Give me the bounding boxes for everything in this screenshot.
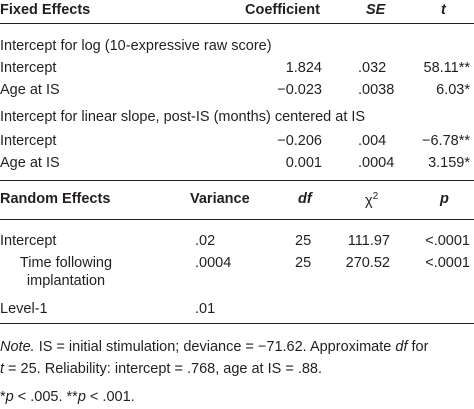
note: Note. IS = initial stimulation; deviance…: [0, 336, 474, 380]
footnote-text: p: [5, 389, 14, 405]
cell: 6.03*: [436, 82, 470, 98]
row-label: Intercept: [0, 60, 57, 76]
cell: .0004: [195, 255, 232, 271]
header-cell: p: [440, 191, 449, 207]
note-text: Note.: [0, 339, 35, 355]
chi-symbol: χ: [365, 192, 373, 209]
note-text: for: [407, 339, 429, 355]
cell: 58.11**: [423, 60, 471, 76]
cell: .0038: [358, 82, 395, 98]
row-label: Age at IS: [0, 82, 60, 98]
footnote: *p < .005. **p < .001.: [0, 388, 135, 406]
cell: .01: [195, 301, 216, 317]
cell: 0.001: [285, 155, 322, 171]
cell: .0004: [358, 155, 395, 171]
header-cell: Random Effects: [0, 191, 111, 207]
rule: [0, 219, 474, 220]
note-text: df: [395, 339, 408, 355]
header-cell: t: [441, 2, 446, 18]
header-cell: df: [298, 191, 312, 207]
rule: [0, 23, 474, 24]
cell: 1.824: [285, 60, 322, 76]
footnote-text: *: [0, 389, 6, 405]
header-cell: Fixed Effects: [0, 2, 91, 18]
footnote-text: p: [77, 389, 86, 405]
row-label: Age at IS: [0, 155, 60, 171]
row-label: Intercept: [0, 133, 57, 149]
cell: .032: [358, 60, 387, 76]
cell: 25: [295, 255, 312, 271]
section-title: Intercept for log (10-expressive raw sco…: [0, 38, 272, 54]
footnote-text: < .001.: [85, 389, 135, 405]
cell: −0.206: [277, 133, 322, 149]
row-label: Time following implantation: [19, 255, 113, 289]
cell: 270.52: [345, 255, 390, 271]
note-text: = 25. Reliability: intercept = .768, age…: [4, 361, 323, 377]
note-text: IS = initial stimulation; deviance = −71…: [34, 339, 396, 355]
rule: [0, 180, 474, 181]
row-label: Level-1: [0, 301, 48, 317]
cell: <.0001: [425, 255, 470, 271]
cell: <.0001: [425, 233, 470, 249]
note-text: t: [0, 361, 5, 377]
header-cell: χ2: [365, 188, 378, 210]
cell: −0.023: [277, 82, 322, 98]
cell: 25: [295, 233, 312, 249]
header-cell: Variance: [190, 191, 250, 207]
section-title: Intercept for linear slope, post-IS (mon…: [0, 109, 366, 125]
header-cell: Coefficient: [245, 2, 320, 18]
footnote-text: < .005. **: [13, 389, 78, 405]
cell: −6.78**: [422, 133, 470, 149]
cell: 3.159*: [428, 155, 470, 171]
row-label: Intercept: [0, 233, 57, 249]
cell: .004: [358, 133, 387, 149]
chi-superscript: 2: [372, 191, 379, 202]
header-cell: SE: [366, 2, 386, 18]
cell: .02: [195, 233, 216, 249]
cell: 111.97: [347, 233, 390, 249]
rule: [0, 323, 474, 324]
